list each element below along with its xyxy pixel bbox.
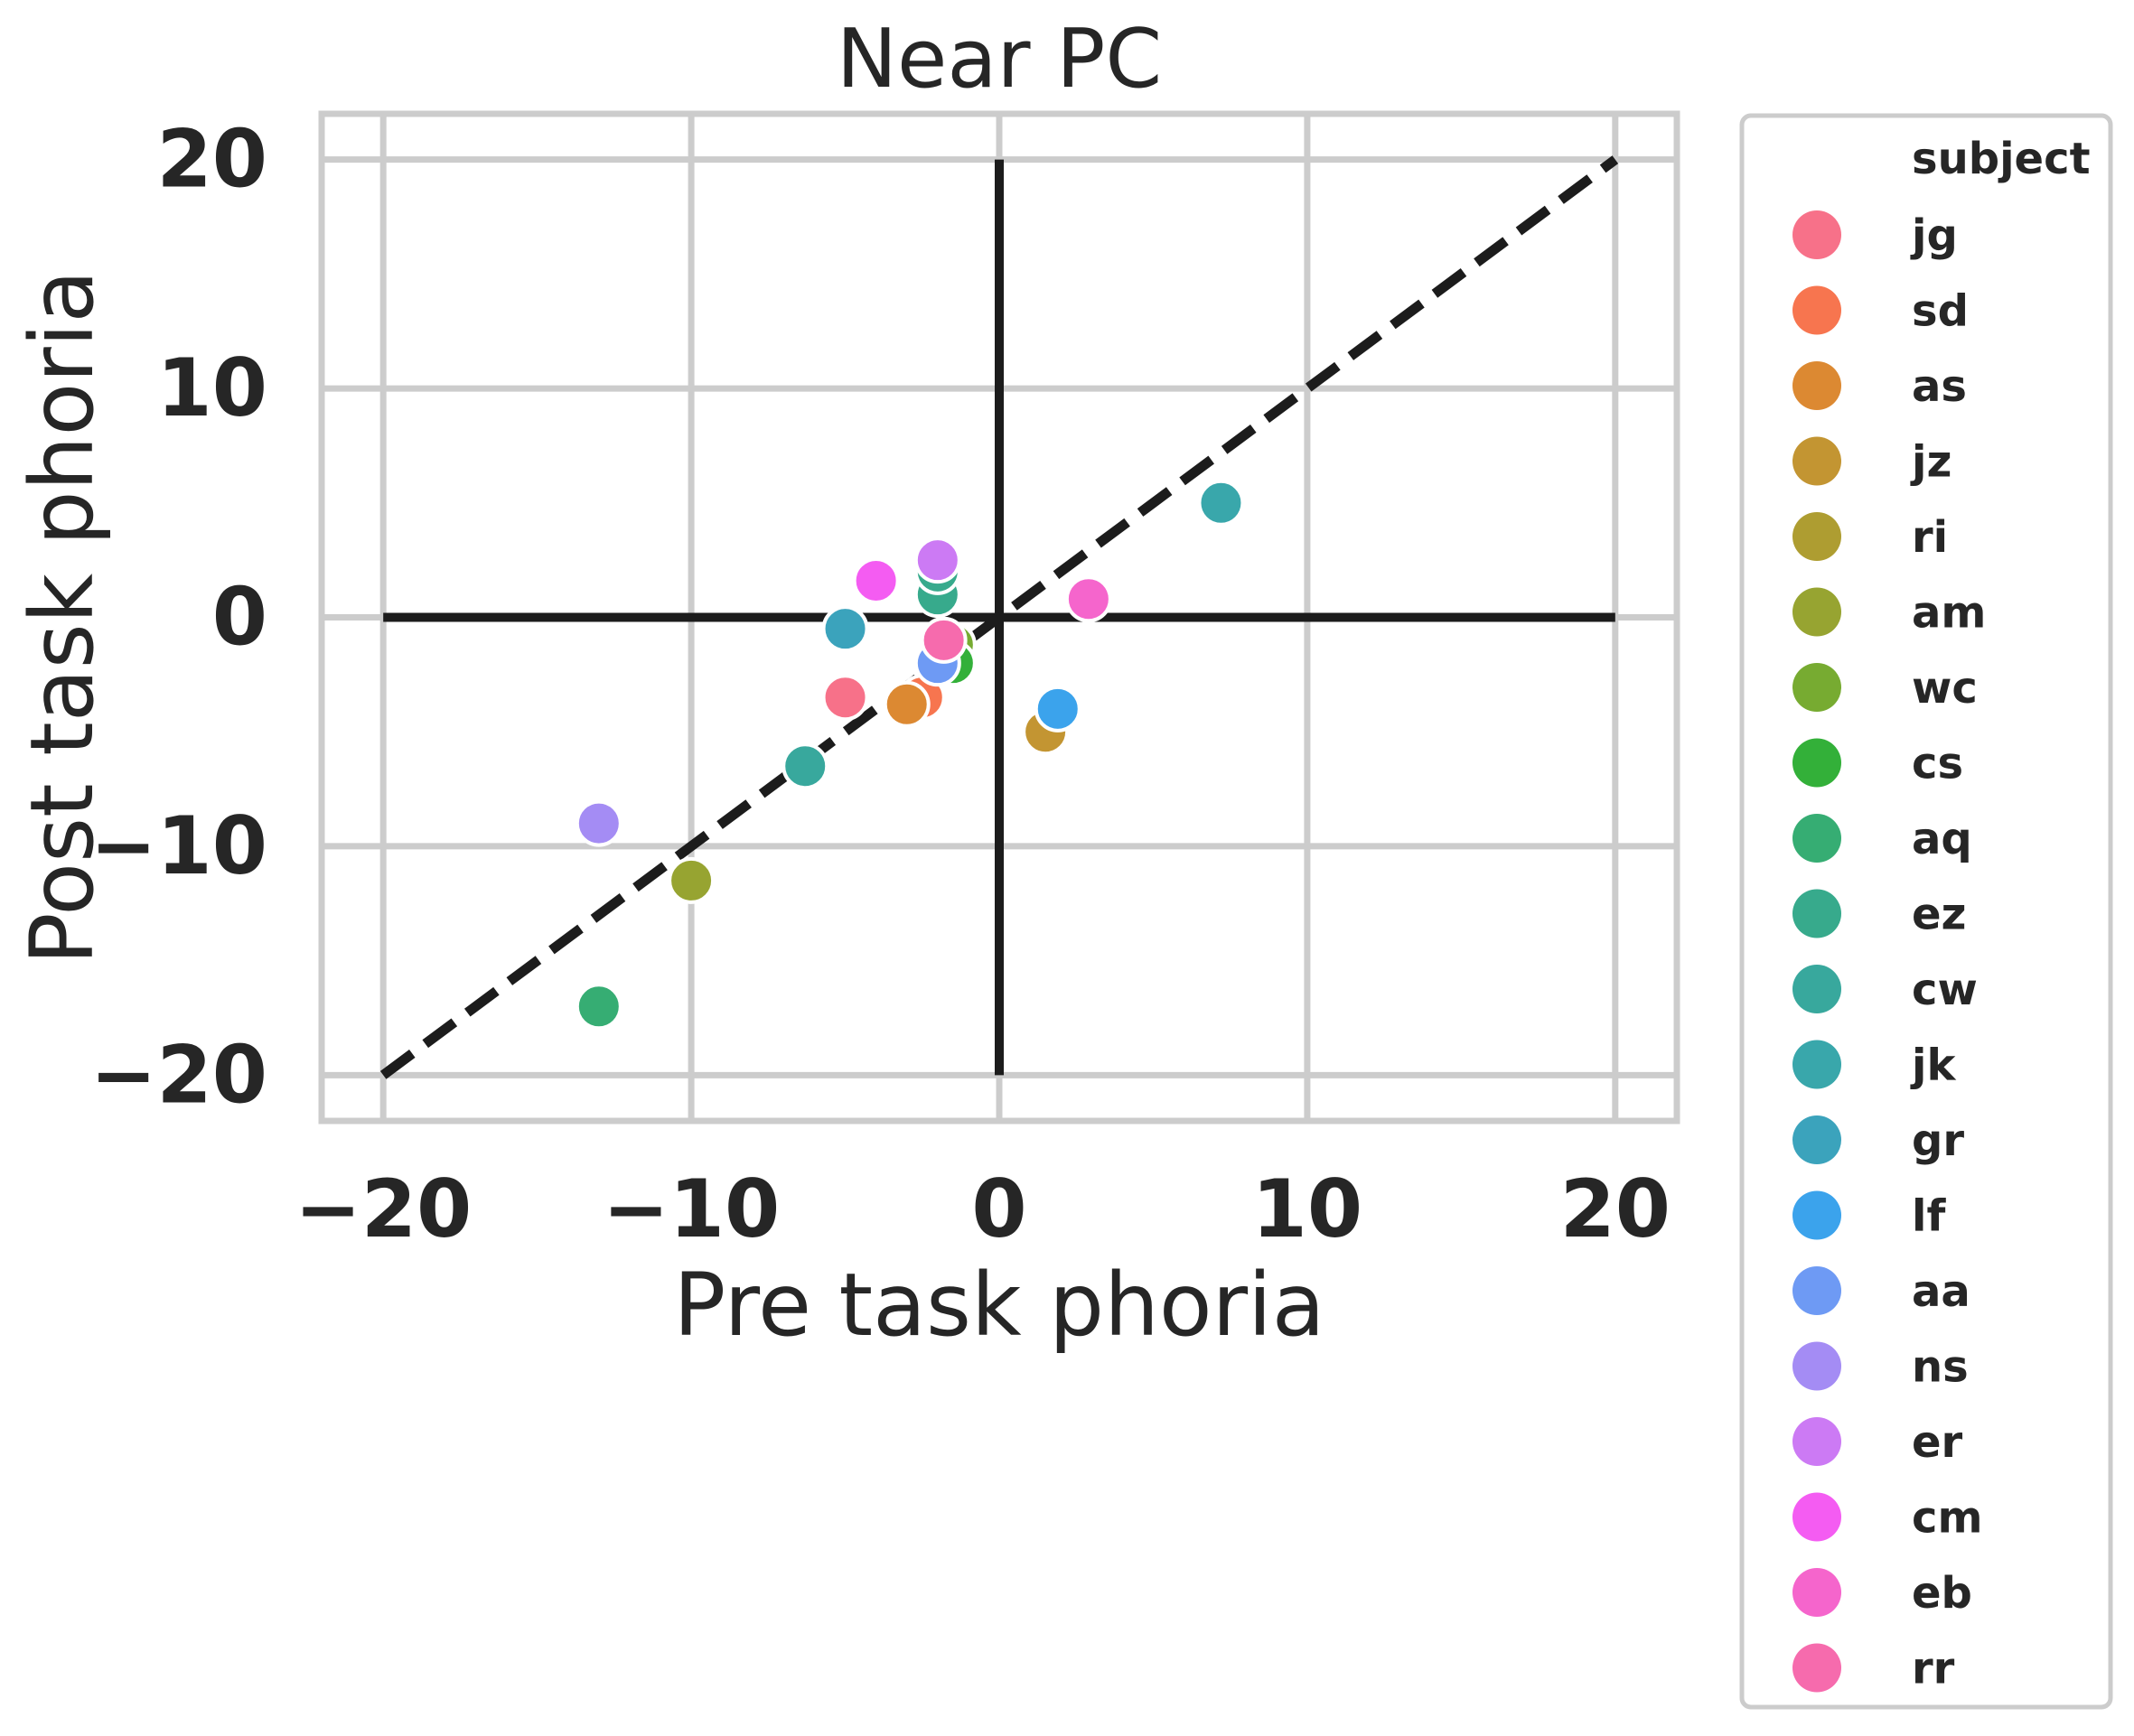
data-point-gr [821,605,869,653]
legend-label-cm: cm [1912,1493,1982,1544]
legend-marker-jz [1792,436,1841,486]
data-point-eb [1064,575,1112,623]
data-points [575,479,1245,1031]
legend-marker-rr [1792,1643,1841,1693]
legend-label-gr: gr [1912,1115,1964,1166]
legend-marker-ez [1792,889,1841,938]
x-axis-title: Pre task phoria [673,1255,1324,1356]
data-point-as [883,680,931,728]
legend: subject jg sd as jz ri am wc cs aq ez cw jk gr lf aa ns… [1739,113,2113,1710]
legend-marker-ns [1792,1341,1841,1391]
legend-label-lf: lf [1912,1191,1946,1242]
legend-marker-am [1792,587,1841,637]
legend-label-ri: ri [1912,512,1948,563]
legend-label-er: er [1912,1417,1963,1468]
legend-label-am: am [1912,588,1986,639]
legend-label-sd: sd [1912,286,1969,337]
y-tick-label: 0 [212,571,267,664]
legend-marker-er [1792,1417,1841,1466]
legend-marker-wc [1792,663,1841,712]
plot-frame [318,110,1680,1125]
legend-marker-eb [1792,1568,1841,1617]
legend-marker-aq [1792,814,1841,863]
x-tick-label: −20 [295,1162,472,1255]
data-point-jk [1197,479,1245,527]
y-axis-title: Post task phoria [12,270,113,965]
legend-marker-sd [1792,285,1841,335]
y-tick-label: −10 [90,799,267,892]
y-tick-label: 10 [157,341,267,434]
legend-marker-gr [1792,1115,1841,1164]
x-tick-label: 20 [1560,1162,1671,1255]
legend-frame [1739,113,2113,1710]
x-tick-label: 10 [1252,1162,1362,1255]
data-point-rr [920,616,968,664]
legend-label-as: as [1912,361,1967,412]
legend-label-ez: ez [1912,890,1967,940]
legend-label-rr: rr [1912,1644,1955,1694]
data-point-ns [575,799,622,847]
x-tick-label: 0 [971,1162,1026,1255]
y-tick-label: 20 [157,113,267,206]
legend-label-jk: jk [1910,1041,1956,1091]
legend-label-ns: ns [1912,1342,1969,1393]
legend-label-cw: cw [1912,965,1978,1015]
legend-label-wc: wc [1912,663,1978,714]
chart-title: Near PC [837,12,1163,107]
y-tick-label: −20 [90,1028,267,1121]
legend-label-cs: cs [1912,739,1963,789]
x-tick-labels: −20 −10 0 10 20 [295,1162,1671,1255]
legend-marker-cs [1792,738,1841,788]
data-point-jg [821,674,869,722]
identity-dashed-line [379,155,1619,1079]
legend-label-aa: aa [1912,1266,1970,1317]
legend-marker-ri [1792,512,1841,561]
legend-label-eb: eb [1912,1568,1972,1619]
legend-marker-cm [1792,1492,1841,1542]
legend-marker-lf [1792,1190,1841,1240]
data-point-aq [575,983,622,1031]
legend-label-aq: aq [1912,814,1972,864]
data-point-am [668,856,716,904]
legend-label-jg: jg [1910,210,1958,261]
legend-marker-jk [1792,1040,1841,1089]
legend-marker-aa [1792,1266,1841,1315]
legend-label-jz: jz [1910,437,1951,488]
data-point-cm [852,556,900,604]
legend-title: subject [1912,134,2091,184]
reference-lines [379,155,1619,1079]
data-point-cw [782,742,829,790]
legend-marker-cw [1792,965,1841,1013]
data-point-lf [1034,685,1081,733]
y-tick-labels: −20 −10 0 10 20 [90,113,267,1122]
legend-items: jg sd as jz ri am wc cs aq ez cw jk gr lf aa ns er cm eb rr [1792,210,1986,1694]
legend-marker-jg [1792,210,1841,259]
x-tick-label: −10 [603,1162,780,1255]
legend-marker-as [1792,361,1841,410]
data-point-er [913,537,961,584]
